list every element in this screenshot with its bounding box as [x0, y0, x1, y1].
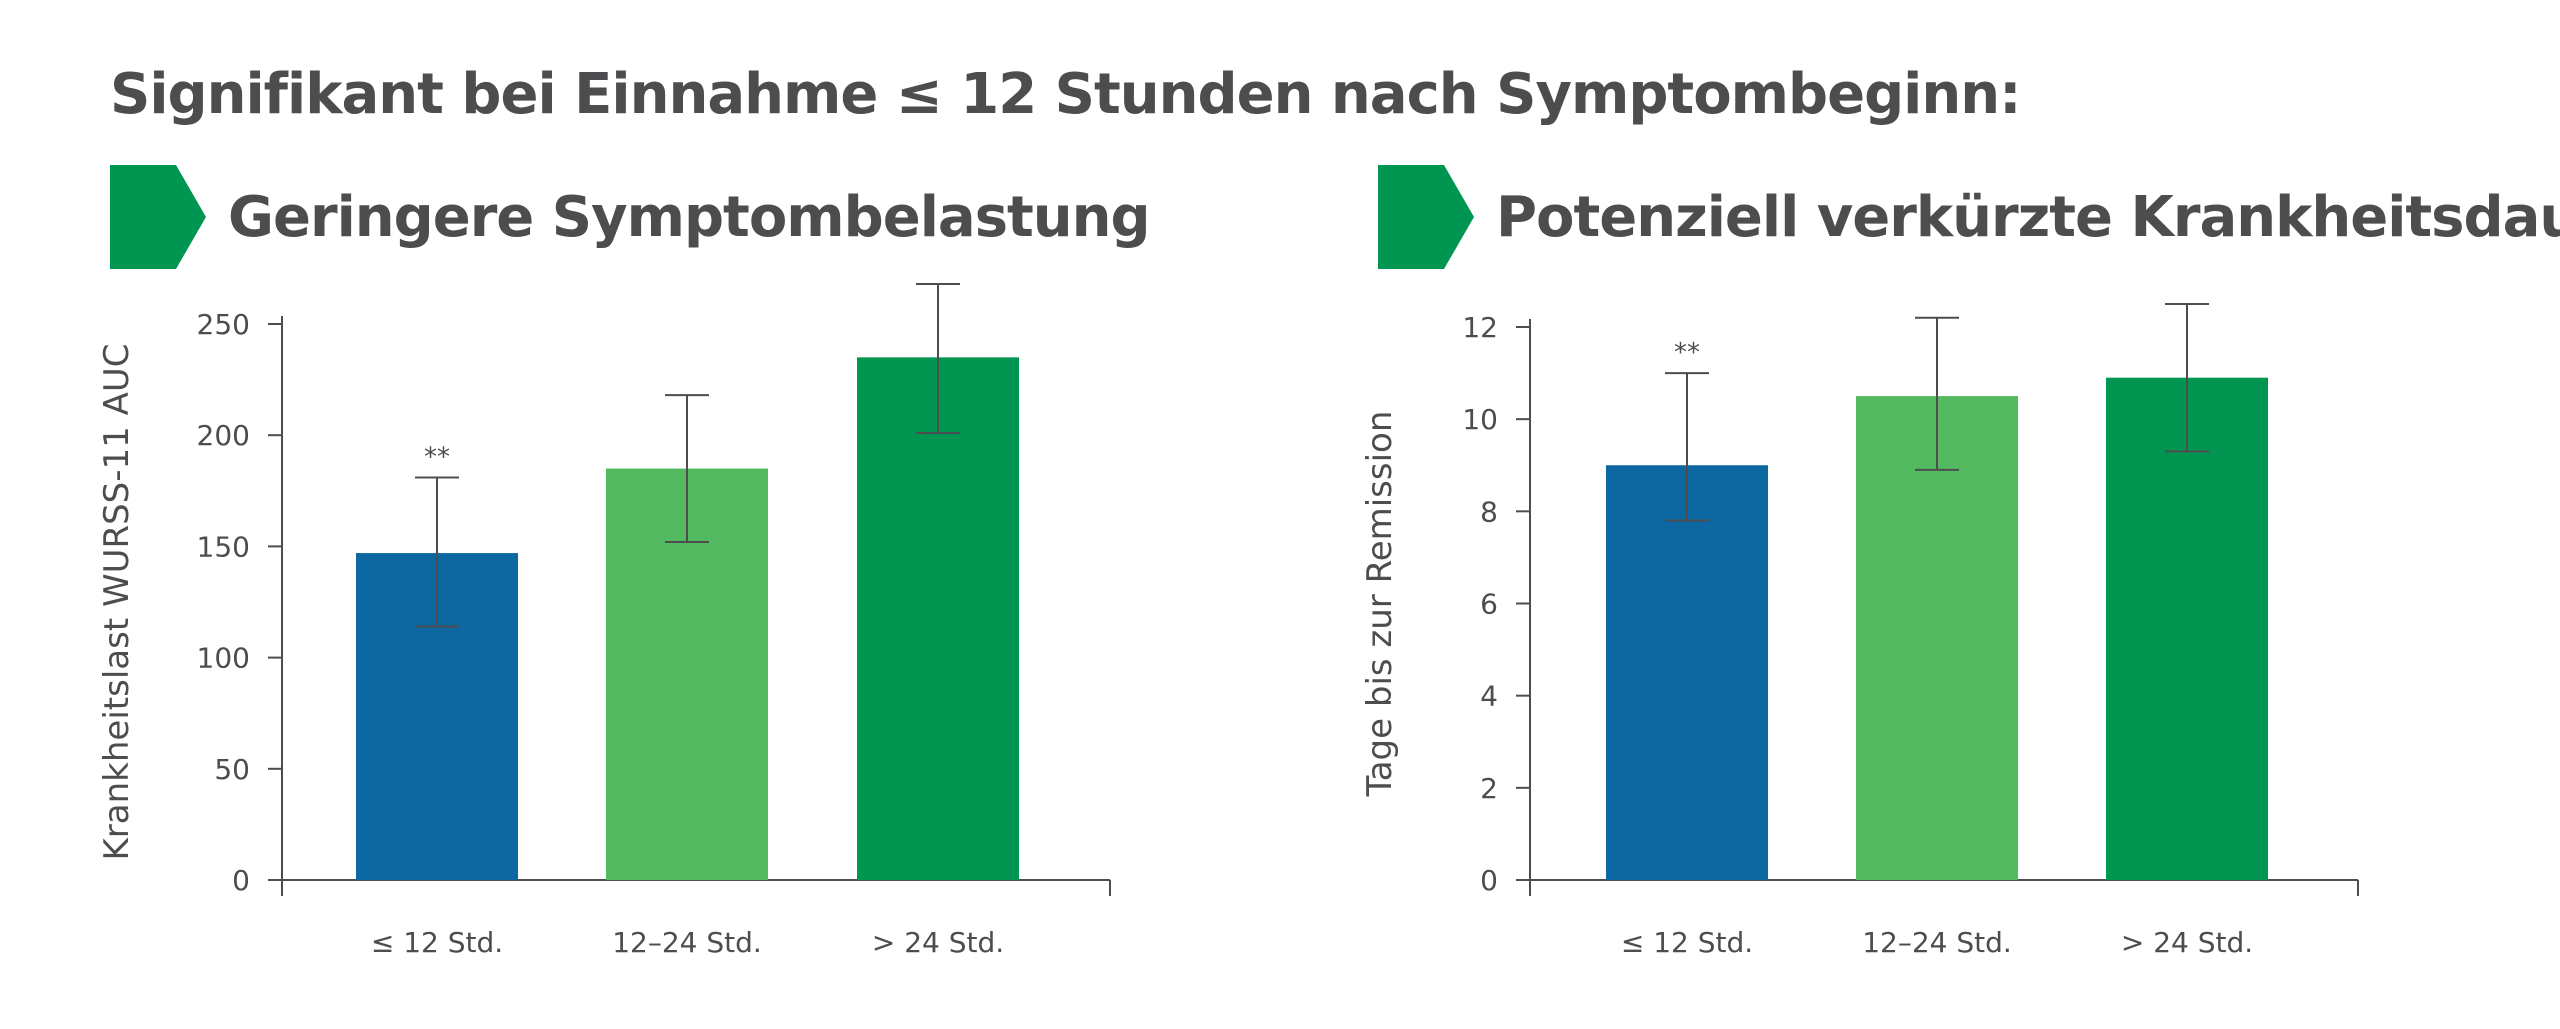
y-tick-label: 4	[1480, 680, 1498, 713]
y-tick-label: 8	[1480, 495, 1498, 528]
x-category-label: > 24 Std.	[872, 926, 1004, 959]
bar	[857, 357, 1019, 880]
chevron-arrow-icon	[1378, 165, 1474, 269]
y-tick-label: 0	[232, 864, 250, 897]
bar	[2106, 377, 2268, 880]
chevron-arrow-icon	[110, 165, 206, 269]
x-category-label: 12–24 Std.	[1862, 926, 2012, 959]
left-panel-header: Geringere Symptombelastung	[110, 165, 1151, 269]
bar	[1606, 465, 1768, 880]
x-category-label: ≤ 12 Std.	[1621, 926, 1753, 959]
significance-marker: **	[1674, 338, 1700, 368]
y-tick-label: 150	[197, 530, 250, 563]
x-category-label: 12–24 Std.	[612, 926, 762, 959]
main-title: Signifikant bei Einnahme ≤ 12 Stunden na…	[110, 62, 2021, 127]
y-tick-label: 12	[1462, 311, 1498, 344]
x-category-label: ≤ 12 Std.	[371, 926, 503, 959]
y-tick-label: 100	[197, 642, 250, 675]
x-category-label: > 24 Std.	[2121, 926, 2253, 959]
y-tick-label: 0	[1480, 864, 1498, 897]
y-tick-label: 50	[214, 753, 250, 786]
y-axis-title: Tage bis zur Remission	[1360, 411, 1400, 798]
y-tick-label: 200	[197, 419, 250, 452]
right-panel-header: Potenziell verkürzte Krankheitsdauer	[1378, 165, 2560, 269]
bar	[1856, 396, 2018, 880]
right-panel-title: Potenziell verkürzte Krankheitsdauer	[1496, 184, 2560, 250]
significance-marker: **	[424, 442, 450, 472]
y-tick-label: 6	[1480, 588, 1498, 621]
y-tick-label: 10	[1462, 403, 1498, 436]
left-panel-title: Geringere Symptombelastung	[228, 184, 1151, 250]
y-axis-title: Krankheitslast WURSS-11 AUC	[97, 344, 137, 861]
y-tick-label: 2	[1480, 772, 1498, 805]
y-tick-label: 250	[197, 308, 250, 341]
